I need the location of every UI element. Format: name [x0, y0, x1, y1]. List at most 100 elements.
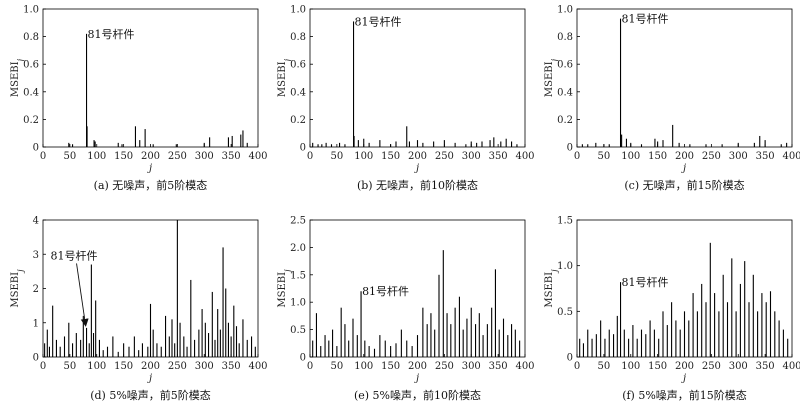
x-tick-label: 100 — [621, 151, 640, 162]
chart-panel-5: 0 50 100 150 200 250 300 350 400 0 0.5 1.0 1.5 j MSEBI… — [544, 216, 800, 403]
x-axis-label: j — [147, 163, 152, 174]
annotation-label: 81号杆件 — [355, 14, 402, 28]
y-axis-label: MSEBIj — [277, 269, 292, 308]
y-tick-label: 0.6 — [23, 60, 39, 71]
x-tick-label: 200 — [141, 361, 160, 372]
y-axis-label: MSEBIj — [544, 269, 559, 308]
y-tick-label: 1 — [33, 318, 39, 329]
x-tick-label: 300 — [195, 361, 214, 372]
x-tick-label: 0 — [40, 151, 46, 162]
x-tick-label: 200 — [408, 151, 427, 162]
y-tick-label: 0.2 — [557, 115, 573, 126]
x-tick-label: 350 — [222, 151, 241, 162]
x-tick-label: 350 — [756, 361, 775, 372]
y-tick-label: 0 — [33, 353, 39, 364]
x-tick-label: 400 — [782, 361, 800, 372]
x-tick-label: 400 — [782, 151, 800, 162]
x-tick-label: 200 — [675, 361, 694, 372]
x-tick-label: 400 — [248, 151, 267, 162]
y-axis-label: MSEBIj — [544, 58, 559, 97]
plot-frame — [42, 8, 259, 148]
y-tick-label: 1.0 — [23, 5, 39, 16]
annotation-label: 81号杆件 — [362, 284, 409, 298]
subfigure-caption: (e) 5%噪声，前10阶模态 — [354, 388, 481, 402]
x-tick-label: 350 — [489, 151, 508, 162]
x-tick-label: 50 — [331, 361, 344, 372]
subfigure-caption: (c) 无噪声，前15阶模态 — [624, 178, 744, 192]
y-axis-label: MSEBIj — [10, 269, 25, 308]
y-tick-label: 0.2 — [23, 115, 39, 126]
x-tick-label: 100 — [354, 151, 373, 162]
y-tick-label: 0.4 — [557, 87, 573, 98]
subfigure-caption: (f) 5%噪声，前15阶模态 — [622, 388, 747, 402]
chart-panel-3: 0 50 100 150 200 250 300 350 400 0 1 2 3 4 j MSEBIj 81号杆… — [10, 216, 268, 403]
x-tick-label: 150 — [114, 361, 133, 372]
y-tick-label: 0.4 — [23, 87, 39, 98]
x-axis-label: j — [414, 163, 419, 174]
x-tick-label: 150 — [648, 361, 667, 372]
plot-frame — [576, 8, 793, 148]
x-tick-label: 300 — [729, 361, 748, 372]
x-tick-label: 350 — [222, 361, 241, 372]
chart-panel-2: 0 50 100 150 200 250 300 350 400 0 0.2 0.4 0.6 0.8 1.0… — [544, 5, 800, 193]
x-tick-label: 150 — [648, 151, 667, 162]
x-tick-label: 300 — [195, 151, 214, 162]
y-tick-label: 2.0 — [290, 243, 306, 254]
x-tick-label: 200 — [141, 151, 160, 162]
y-tick-label: 0.4 — [290, 87, 306, 98]
x-tick-label: 250 — [702, 361, 721, 372]
x-tick-label: 0 — [307, 151, 313, 162]
y-tick-label: 2 — [33, 284, 39, 295]
y-tick-label: 0 — [300, 143, 306, 154]
y-tick-label: 1.5 — [557, 216, 573, 227]
x-tick-label: 50 — [598, 151, 611, 162]
y-tick-label: 0.2 — [290, 115, 306, 126]
x-tick-label: 300 — [462, 151, 481, 162]
y-tick-label: 3 — [33, 250, 39, 261]
y-axis-label: MSEBIj — [10, 58, 25, 97]
x-tick-label: 300 — [462, 361, 481, 372]
annotation-arrow — [76, 263, 89, 327]
x-tick-label: 0 — [40, 361, 46, 372]
x-tick-label: 350 — [489, 361, 508, 372]
y-tick-label: 1.0 — [290, 5, 306, 16]
x-tick-label: 150 — [114, 151, 133, 162]
x-axis-label: j — [681, 373, 686, 384]
x-tick-label: 250 — [435, 361, 454, 372]
x-tick-label: 400 — [515, 361, 534, 372]
plot-frame — [309, 8, 526, 148]
x-tick-label: 50 — [331, 151, 344, 162]
x-tick-label: 0 — [574, 151, 580, 162]
x-tick-label: 50 — [64, 361, 77, 372]
x-tick-label: 200 — [675, 151, 694, 162]
x-tick-label: 350 — [756, 151, 775, 162]
subfigure-caption: (a) 无噪声，前5阶模态 — [94, 178, 208, 192]
x-tick-label: 100 — [621, 361, 640, 372]
y-tick-label: 0.8 — [290, 32, 306, 43]
y-tick-label: 1.0 — [557, 261, 573, 272]
y-tick-label: 0.5 — [290, 325, 306, 336]
y-axis-label: MSEBIj — [277, 58, 292, 97]
y-tick-label: 0.6 — [557, 60, 573, 71]
x-tick-label: 50 — [64, 151, 77, 162]
annotation-label: 81号杆件 — [622, 12, 669, 26]
annotation-label: 81号杆件 — [622, 275, 669, 289]
annotation-label: 81号杆件 — [88, 27, 135, 41]
y-tick-label: 1.0 — [290, 298, 306, 309]
y-tick-label: 0.8 — [557, 32, 573, 43]
x-tick-label: 250 — [702, 151, 721, 162]
x-tick-label: 150 — [381, 361, 400, 372]
x-tick-label: 100 — [87, 151, 106, 162]
x-tick-label: 50 — [598, 361, 611, 372]
x-tick-label: 200 — [408, 361, 427, 372]
y-tick-label: 2.5 — [290, 216, 306, 227]
x-tick-label: 250 — [168, 361, 187, 372]
y-tick-label: 0.8 — [23, 32, 39, 43]
y-tick-label: 0.5 — [557, 307, 573, 318]
y-tick-label: 0.6 — [290, 60, 306, 71]
x-tick-label: 0 — [574, 361, 580, 372]
x-tick-label: 400 — [248, 361, 267, 372]
annotation-label: 81号杆件 — [51, 248, 98, 262]
x-axis-label: j — [681, 163, 686, 174]
